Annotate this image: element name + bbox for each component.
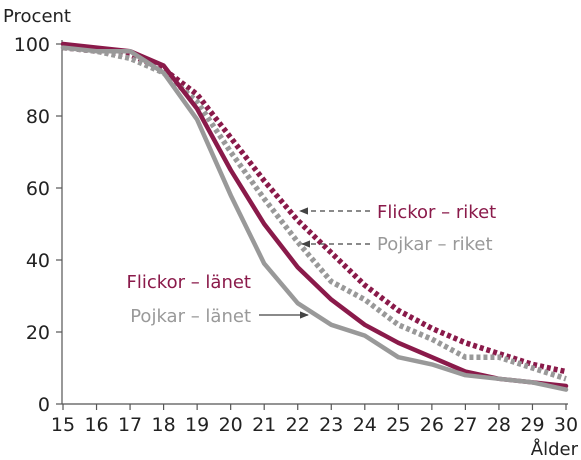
y-tick-label: 100 (14, 34, 50, 56)
x-tick-label: 30 (554, 414, 578, 436)
y-tick-label: 0 (38, 394, 50, 416)
y-tick-label: 40 (26, 250, 50, 272)
x-tick-label: 23 (319, 414, 343, 436)
x-tick-label: 28 (487, 414, 511, 436)
x-tick-label: 16 (84, 414, 108, 436)
x-tick-label: 27 (453, 414, 477, 436)
y-tick-label: 60 (26, 178, 50, 200)
y-axis-title: Procent (3, 6, 71, 27)
series-label-flickor-lanet: Flickor – länet (127, 272, 251, 293)
axes: 0 20 40 60 80 100 15 16 17 18 19 20 21 22 23 24 25 26 27 28… (14, 34, 578, 436)
x-tick-label: 20 (219, 414, 243, 436)
series-label-flickor-riket: Flickor – riket (377, 202, 496, 223)
series-labels: Flickor – riket Pojkar – riket Flickor – l… (127, 202, 497, 327)
series-lines (60, 41, 569, 392)
x-tick-label: 17 (118, 414, 142, 436)
y-tick-label: 80 (26, 106, 50, 128)
x-tick-label: 24 (353, 414, 377, 436)
series-line-pojkar-lanet (60, 45, 569, 392)
x-axis-title: Ålder (531, 438, 579, 460)
x-tick-label: 29 (520, 414, 544, 436)
y-tick-label: 20 (26, 322, 50, 344)
series-label-pojkar-lanet: Pojkar – länet (130, 306, 251, 327)
x-tick-label: 19 (185, 414, 209, 436)
x-tick-label: 15 (51, 414, 75, 436)
x-tick-label: 25 (386, 414, 410, 436)
x-tick-label: 18 (152, 414, 176, 436)
series-line-pojkar-riket (62, 44, 567, 382)
series-label-pojkar-riket: Pojkar – riket (377, 234, 493, 255)
x-tick-label: 26 (420, 414, 444, 436)
x-tick-label: 22 (286, 414, 310, 436)
x-tick-label: 21 (252, 414, 276, 436)
